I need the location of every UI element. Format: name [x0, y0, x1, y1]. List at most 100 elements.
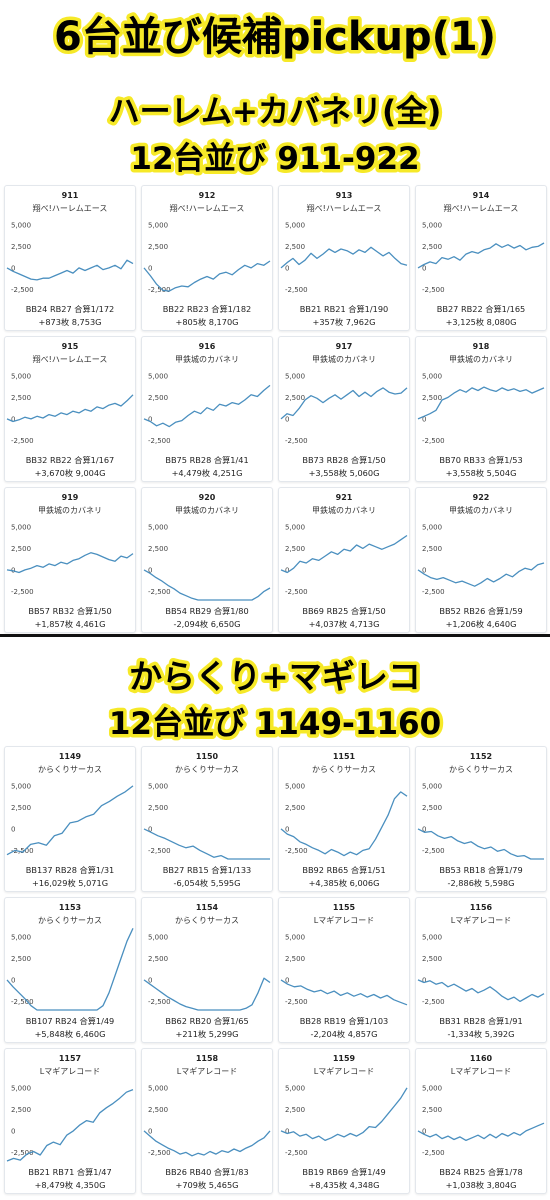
bonus-stats: BB137 RB28 合算1/31 [25, 865, 115, 875]
bonus-stats: BB70 RB33 合算1/53 [439, 455, 523, 465]
unit-chart-card: 921 甲鉄城のカバネリ 5,000 2,500 0 -2,500 BB69 RB25 合算… [278, 487, 410, 633]
bonus-stats: BB53 RB18 合算1/79 [439, 865, 523, 875]
y-tick-label: 2,500 [422, 394, 442, 402]
unit-number: 922 [472, 493, 490, 502]
result-summary: +4,385枚 6,006G [308, 878, 380, 888]
unit-line-chart: 5,000 2,500 0 -2,500 [280, 372, 408, 445]
model-name: からくりサーカス [38, 765, 102, 774]
bonus-stats: BB28 RB19 合算1/103 [299, 1016, 389, 1026]
unit-line-chart: 5,000 2,500 0 -2,500 [280, 221, 408, 294]
y-tick-label: -2,500 [148, 588, 171, 596]
series-line [143, 977, 271, 1011]
result-summary: -2,886枚 5,598G [447, 878, 515, 888]
y-tick-label: -2,500 [422, 437, 445, 445]
unit-chart-card: 1157 Lマギアレコード 5,000 2,500 0 -2,500 BB21 RB71 合… [4, 1048, 136, 1194]
unit-line-chart: 5,000 2,500 0 -2,500 [6, 372, 134, 445]
bonus-stats: BB21 RB71 合算1/47 [28, 1167, 112, 1177]
y-tick-label: 2,500 [285, 545, 305, 553]
result-summary: +4,479枚 4,251G [171, 468, 243, 478]
result-summary: +5,848枚 6,460G [34, 1029, 106, 1039]
bonus-stats: BB92 RB65 合算1/51 [302, 865, 386, 875]
unit-number: 1157 [58, 1054, 82, 1063]
unit-chart-card: 915 翔べ!ハーレムエース 5,000 2,500 0 -2,500 BB32 RB22 … [4, 336, 136, 482]
series-line [143, 260, 271, 292]
unit-number: 914 [472, 191, 490, 200]
y-tick-label: 5,000 [422, 933, 442, 941]
unit-line-chart: 5,000 2,500 0 -2,500 [417, 372, 545, 445]
unit-line-chart: 5,000 2,500 0 -2,500 [6, 928, 134, 1011]
unit-chart-card: 918 甲鉄城のカバネリ 5,000 2,500 0 -2,500 BB70 RB33 合算… [415, 336, 547, 482]
result-summary: +3,558枚 5,504G [445, 468, 517, 478]
y-tick-label: 5,000 [11, 372, 31, 380]
result-summary: +709枚 5,465G [175, 1180, 239, 1190]
unit-line-chart: 5,000 2,500 0 -2,500 [417, 1084, 545, 1157]
model-name: Lマギアレコード [450, 1067, 512, 1076]
y-tick-label: 0 [148, 825, 152, 833]
unit-chart-card: 1154 からくりサーカス 5,000 2,500 0 -2,500 BB62 RB20 合… [141, 897, 273, 1043]
y-tick-label: 5,000 [148, 523, 168, 531]
y-tick-label: 5,000 [285, 782, 305, 790]
y-tick-label: 2,500 [11, 955, 31, 963]
y-tick-label: -2,500 [285, 588, 308, 596]
unit-line-chart: 5,000 2,500 0 -2,500 [280, 1084, 408, 1157]
section1-title-text: ハーレム+カバネリ(全) [109, 94, 442, 130]
model-name: 甲鉄城のカバネリ [449, 506, 513, 515]
unit-chart-card: 1149 からくりサーカス 5,000 2,500 0 -2,500 BB137 RB28 … [4, 746, 136, 892]
main-title-text: 6台並び候補pickup(1) [54, 14, 496, 60]
unit-line-chart: 5,000 2,500 0 -2,500 [417, 221, 545, 294]
y-tick-label: -2,500 [285, 437, 308, 445]
series-line [6, 552, 134, 574]
unit-chart-card: 1160 Lマギアレコード 5,000 2,500 0 -2,500 BB24 RB25 合… [415, 1048, 547, 1194]
series-line [6, 394, 134, 423]
unit-number: 1155 [332, 903, 356, 912]
y-tick-label: 2,500 [148, 545, 168, 553]
unit-chart-card: 916 甲鉄城のカバネリ 5,000 2,500 0 -2,500 BB75 RB28 合算… [141, 336, 273, 482]
y-tick-label: 0 [11, 976, 15, 984]
y-tick-label: 2,500 [422, 1106, 442, 1114]
unit-chart-card: 1159 Lマギアレコード 5,000 2,500 0 -2,500 BB19 RB69 合… [278, 1048, 410, 1194]
result-summary: +8,435枚 4,348G [308, 1180, 380, 1190]
bonus-stats: BB19 RB69 合算1/49 [302, 1167, 386, 1177]
unit-number: 921 [335, 493, 353, 502]
y-tick-label: 0 [285, 264, 289, 272]
unit-chart-card: 1156 Lマギアレコード 5,000 2,500 0 -2,500 BB31 RB28 合… [415, 897, 547, 1043]
y-tick-label: 5,000 [285, 523, 305, 531]
main-title: 6台並び候補pickup(1) [0, 2, 550, 64]
result-summary: -1,334枚 5,392G [447, 1029, 515, 1039]
bonus-stats: BB31 RB28 合算1/91 [439, 1016, 523, 1026]
y-tick-label: 0 [285, 415, 289, 423]
unit-number: 1151 [332, 752, 356, 761]
y-tick-label: -2,500 [148, 286, 171, 294]
unit-chart-card: 1158 Lマギアレコード 5,000 2,500 0 -2,500 BB26 RB40 合… [141, 1048, 273, 1194]
model-name: からくりサーカス [175, 916, 239, 925]
bonus-stats: BB27 RB22 合算1/165 [436, 304, 526, 314]
section1-subtitle-text: 12台並び 911-922 [130, 141, 419, 177]
unit-line-chart: 5,000 2,500 0 -2,500 [143, 933, 271, 1011]
y-tick-label: 0 [285, 566, 289, 574]
bonus-stats: BB22 RB23 合算1/182 [162, 304, 252, 314]
unit-chart-card: 911 翔べ!ハーレムエース 5,000 2,500 0 -2,500 BB24 RB27 … [4, 185, 136, 331]
section2-subtitle-text: 12台並び 1149-1160 [109, 706, 441, 742]
result-summary: +805枚 8,170G [175, 317, 239, 327]
unit-line-chart: 5,000 2,500 0 -2,500 [417, 782, 544, 860]
series-line [417, 242, 545, 269]
unit-line-chart: 5,000 2,500 0 -2,500 [6, 1084, 134, 1162]
section2-subtitle: 12台並び 1149-1160 [0, 700, 550, 746]
y-tick-label: 0 [422, 976, 426, 984]
y-tick-label: 5,000 [148, 372, 168, 380]
y-tick-label: 0 [148, 264, 152, 272]
y-tick-label: 2,500 [285, 243, 305, 251]
y-tick-label: 0 [422, 415, 426, 423]
series-line [417, 979, 545, 1003]
model-name: からくりサーカス [312, 765, 376, 774]
y-tick-label: 2,500 [11, 545, 31, 553]
y-tick-label: 5,000 [148, 782, 168, 790]
y-tick-label: -2,500 [11, 1149, 34, 1157]
series-line [6, 259, 134, 281]
series-line [6, 785, 134, 856]
model-name: Lマギアレコード [176, 1067, 238, 1076]
model-name: Lマギアレコード [450, 916, 512, 925]
section2-title-text: からくり+マギレコ [129, 657, 421, 696]
y-tick-label: 0 [11, 1127, 15, 1135]
bonus-stats: BB73 RB28 合算1/50 [302, 455, 386, 465]
